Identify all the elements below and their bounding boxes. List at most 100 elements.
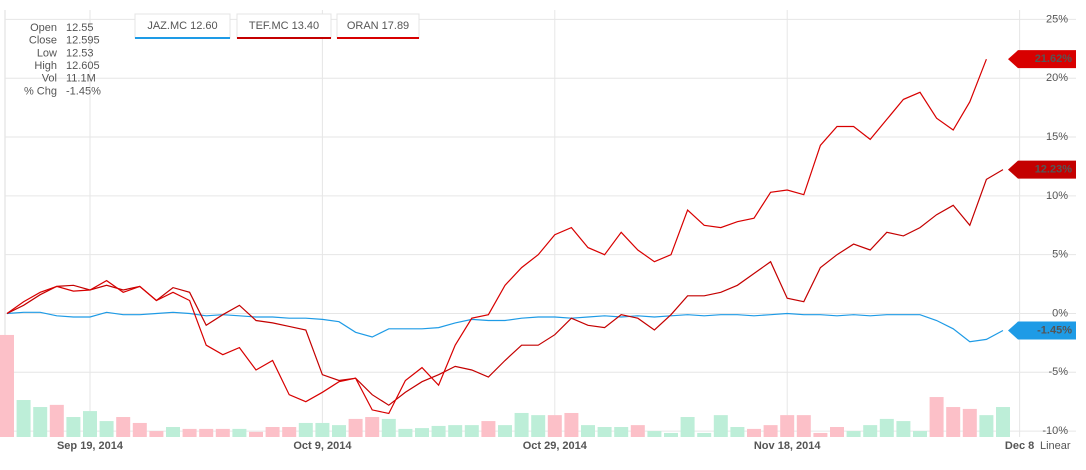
volume-bar [896,421,911,437]
series-line [6,169,1004,406]
volume-bar [348,418,363,437]
volume-bar [564,412,579,437]
volume-bar [962,408,977,437]
volume-bar [581,425,595,437]
volume-bar [713,415,728,437]
end-label: -1.45% [1037,324,1072,336]
info-label: Close [29,35,57,47]
volume-bar [464,425,479,437]
legend-box[interactable] [336,13,420,39]
volume-bar [149,431,164,437]
volume-bar [448,425,463,437]
series-line [6,58,987,415]
x-tick-label: Oct 9, 2014 [293,440,352,452]
volume-bar [116,417,131,437]
volume-bar [182,428,197,437]
legend-label: ORAN 17.89 [347,20,409,32]
series-line [6,311,1004,343]
info-label: Low [37,47,57,59]
legend-label: JAZ.MC 12.60 [147,20,217,32]
y-tick-label: 0% [1052,307,1068,319]
info-value: 12.53 [66,47,94,59]
volume-bar [680,417,695,437]
volume-bar [398,428,413,437]
info-label: Open [30,22,57,34]
volume-bar [763,425,778,437]
volume-bar [630,425,645,437]
volume-bar [365,417,380,437]
volume-bar [747,428,761,437]
volume-bar [415,428,429,437]
volume-bar [498,425,512,437]
volume-bar [66,417,81,437]
info-value: 12.605 [66,60,100,72]
volume-bar [332,425,346,437]
volume-bar [597,427,612,437]
volume-bar [929,397,944,437]
volume-bar [796,415,811,437]
volume-bar [946,407,961,437]
info-value: -1.45% [66,85,101,97]
scale-toggle[interactable]: Linear [1040,440,1071,452]
volume-bar [547,415,562,437]
y-tick-label: 20% [1046,72,1068,84]
volume-bar [199,428,214,437]
volume-bar [979,415,994,437]
y-tick-label: -5% [1048,366,1068,378]
volume-bar [315,422,330,437]
volume-bar [265,427,280,437]
info-label: Vol [42,73,57,85]
volume-bar [431,425,446,437]
volume-bar [514,412,529,437]
volume-bar [647,431,662,437]
info-label: % Chg [24,85,57,97]
volume-bar [282,427,297,437]
volume-bar [780,415,795,437]
end-label: 12.23% [1035,164,1073,176]
volume-bar [16,400,31,437]
volume-bar [531,415,546,437]
y-tick-label: 15% [1046,131,1068,143]
volume-bar [33,407,48,437]
end-label-tag [1008,321,1076,340]
end-label-tag [1008,50,1076,69]
legend-label: TEF.MC 13.40 [249,20,319,32]
volume-bar [83,411,97,437]
volume-bar [830,427,844,437]
info-value: 12.595 [66,35,100,47]
volume-bar [215,428,230,437]
info-value: 12.55 [66,22,94,34]
x-tick-label: Dec 8 [1005,440,1034,452]
end-label: 21.62% [1035,53,1073,65]
volume-bar [381,418,396,437]
y-tick-label: 25% [1046,13,1068,25]
legend-box[interactable] [236,13,332,39]
volume-bar [730,427,745,437]
x-tick-label: Sep 19, 2014 [57,440,124,452]
end-label-tag [1008,160,1076,179]
volume-bar [99,421,114,437]
volume-bar [166,427,180,437]
volume-bar [232,428,247,437]
volume-bar [249,431,263,437]
volume-bar [863,425,878,437]
volume-bar [0,334,14,437]
x-tick-label: Nov 18, 2014 [754,440,822,452]
volume-bar [49,404,64,437]
y-tick-label: 5% [1052,249,1068,261]
y-tick-label: 10% [1046,190,1068,202]
volume-bar [697,432,712,437]
volume-bar [813,432,828,437]
volume-bar [298,422,313,437]
volume-bar [614,427,629,437]
volume-bar [664,432,678,437]
volume-bar [913,431,927,437]
volume-bar [996,407,1010,437]
info-value: 11.1M [66,73,96,85]
volume-bar [481,421,496,437]
volume-bar [879,418,894,437]
volume-bar [846,431,861,437]
x-tick-label: Oct 29, 2014 [523,440,588,452]
volume-bar [132,422,147,437]
